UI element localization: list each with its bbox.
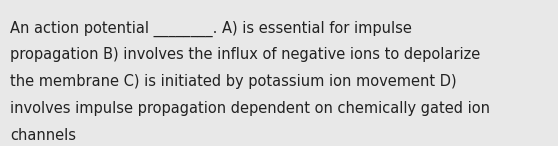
Text: channels: channels [10, 128, 76, 144]
Text: An action potential ________. A) is essential for impulse: An action potential ________. A) is esse… [10, 20, 412, 37]
Text: the membrane C) is initiated by potassium ion movement D): the membrane C) is initiated by potassiu… [10, 74, 456, 89]
Text: involves impulse propagation dependent on chemically gated ion: involves impulse propagation dependent o… [10, 101, 490, 117]
Text: propagation B) involves the influx of negative ions to depolarize: propagation B) involves the influx of ne… [10, 47, 480, 62]
